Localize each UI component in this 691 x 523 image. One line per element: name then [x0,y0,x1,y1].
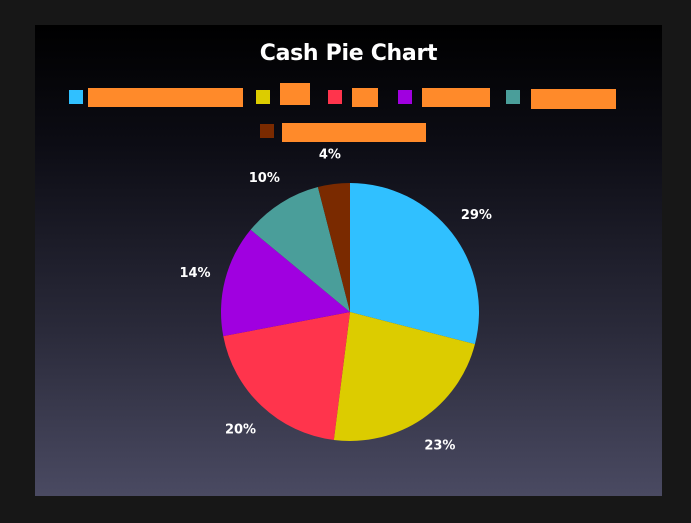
pie-slice [250,187,350,312]
legend-label [352,88,378,107]
pie-slice [220,229,350,337]
legend-label [531,89,616,109]
pie-chart: 29% 23% 20% 14% 10% 4% [179,147,492,453]
slice-percent-label: 29% [461,208,492,223]
legend-swatch [260,124,274,138]
legend-swatch [256,90,270,104]
slice-percent-label: 20% [225,423,256,438]
slice-percent-label: 23% [424,438,455,453]
legend-label [282,123,426,142]
pie-slice [223,312,350,440]
slice-percent-label: 10% [249,171,280,186]
slice-percent-label: 14% [179,266,210,281]
pie-labels: 29% 23% 20% 14% 10% 4% [179,147,492,453]
legend-swatch [398,90,412,104]
legend-swatch [506,90,520,104]
chart-title: Cash Pie Chart [259,41,438,66]
pie-slices [220,183,480,441]
slice-percent-label: 4% [319,147,341,162]
legend-label [88,88,243,107]
pie-slice [350,183,480,345]
legend-label [422,88,490,107]
legend-label [280,83,310,105]
legend-swatch [69,90,83,104]
pie-slice [333,312,475,441]
legend-swatch [328,90,342,104]
chart-panel: Cash Pie Chart 29% 23% 20% 14% 10% 4% [35,25,662,496]
pie-slice [317,183,350,312]
